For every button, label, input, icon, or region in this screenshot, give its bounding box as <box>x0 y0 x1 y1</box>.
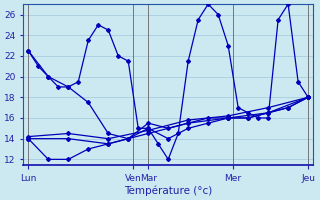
X-axis label: Température (°c): Température (°c) <box>124 185 212 196</box>
